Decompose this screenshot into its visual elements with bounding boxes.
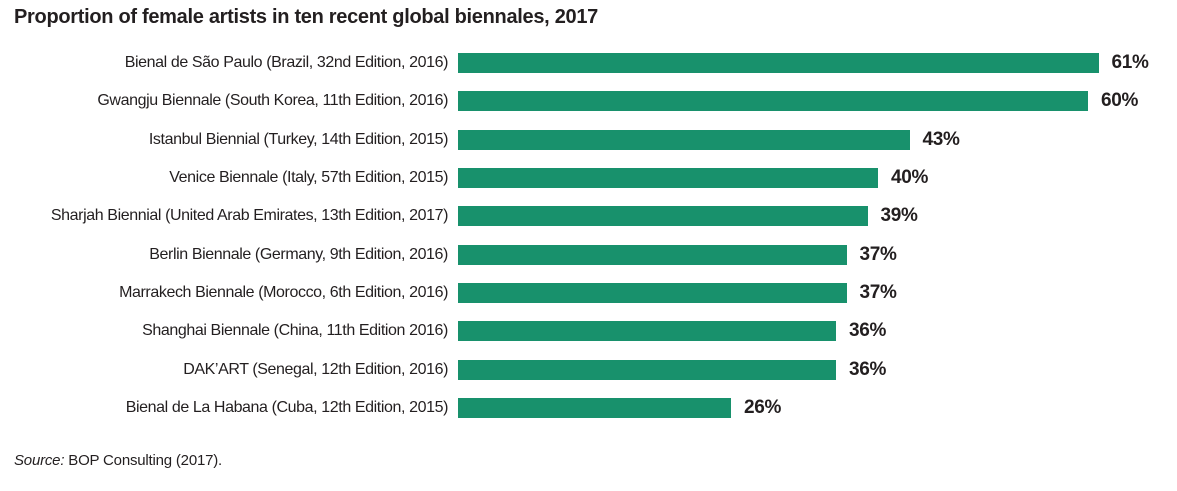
source-text: BOP Consulting (2017).: [64, 452, 223, 469]
bar: [458, 397, 731, 418]
bar-row: Shanghai Biennale (China, 11th Edition 2…: [14, 312, 1164, 350]
bar-row: Berlin Biennale (Germany, 9th Edition, 2…: [14, 235, 1164, 273]
category-label: DAK’ART (Senegal, 12th Edition, 2016): [183, 360, 448, 378]
bar-row: Sharjah Biennial (United Arab Emirates, …: [14, 197, 1164, 235]
category-label: Sharjah Biennial (United Arab Emirates, …: [50, 207, 448, 225]
bar-track: 61%: [448, 52, 1164, 74]
category-label: Marrakech Biennale (Morocco, 6th Edition…: [119, 283, 448, 301]
value-label: 36%: [849, 320, 887, 342]
bar-chart: Bienal de São Paulo (Brazil, 32nd Editio…: [14, 44, 1164, 427]
bar-row: Bienal de La Habana (Cuba, 12th Edition,…: [14, 389, 1164, 427]
bar-track: 40%: [448, 167, 1164, 189]
source-note: Source: BOP Consulting (2017).: [14, 452, 222, 469]
value-label: 61%: [1111, 52, 1149, 74]
bar: [458, 53, 1099, 74]
value-label: 37%: [859, 243, 897, 265]
bar: [458, 244, 847, 265]
category-label: Gwangju Biennale (South Korea, 11th Edit…: [97, 92, 448, 110]
value-label: 43%: [922, 128, 960, 150]
category-label: Bienal de São Paulo (Brazil, 32nd Editio…: [124, 54, 449, 72]
chart-title: Proportion of female artists in ten rece…: [14, 6, 598, 28]
bar-track: 36%: [448, 320, 1164, 342]
bar: [458, 168, 878, 189]
bar-track: 26%: [448, 397, 1164, 419]
category-label: Bienal de La Habana (Cuba, 12th Edition,…: [125, 398, 449, 416]
bar-row: Bienal de São Paulo (Brazil, 32nd Editio…: [14, 44, 1164, 82]
bar-row: Istanbul Biennial (Turkey, 14th Edition,…: [14, 121, 1164, 159]
bar: [458, 359, 836, 380]
bar: [458, 91, 1088, 112]
value-label: 39%: [880, 205, 918, 227]
bar-track: 37%: [448, 244, 1164, 266]
value-label: 60%: [1101, 90, 1139, 112]
value-label: 37%: [859, 281, 897, 303]
category-label: Berlin Biennale (Germany, 9th Edition, 2…: [149, 245, 448, 263]
bar-row: Venice Biennale (Italy, 57th Edition, 20…: [14, 159, 1164, 197]
bar-row: DAK’ART (Senegal, 12th Edition, 2016) 36%: [14, 350, 1164, 388]
bar: [458, 129, 910, 150]
value-label: 40%: [891, 167, 929, 189]
bar: [458, 321, 836, 342]
bar-track: 60%: [448, 90, 1164, 112]
bar: [458, 282, 847, 303]
category-label: Istanbul Biennial (Turkey, 14th Edition,…: [148, 130, 449, 148]
bar: [458, 206, 868, 227]
category-label: Shanghai Biennale (China, 11th Edition 2…: [142, 322, 448, 340]
bar-track: 43%: [448, 129, 1164, 151]
bar-row: Gwangju Biennale (South Korea, 11th Edit…: [14, 82, 1164, 120]
bar-track: 36%: [448, 359, 1164, 381]
value-label: 26%: [744, 396, 782, 418]
category-label: Venice Biennale (Italy, 57th Edition, 20…: [169, 169, 448, 187]
source-prefix: Source:: [14, 452, 65, 469]
bar-track: 39%: [448, 205, 1164, 227]
bar-row: Marrakech Biennale (Morocco, 6th Edition…: [14, 274, 1164, 312]
value-label: 36%: [849, 358, 887, 380]
bar-track: 37%: [448, 282, 1164, 304]
